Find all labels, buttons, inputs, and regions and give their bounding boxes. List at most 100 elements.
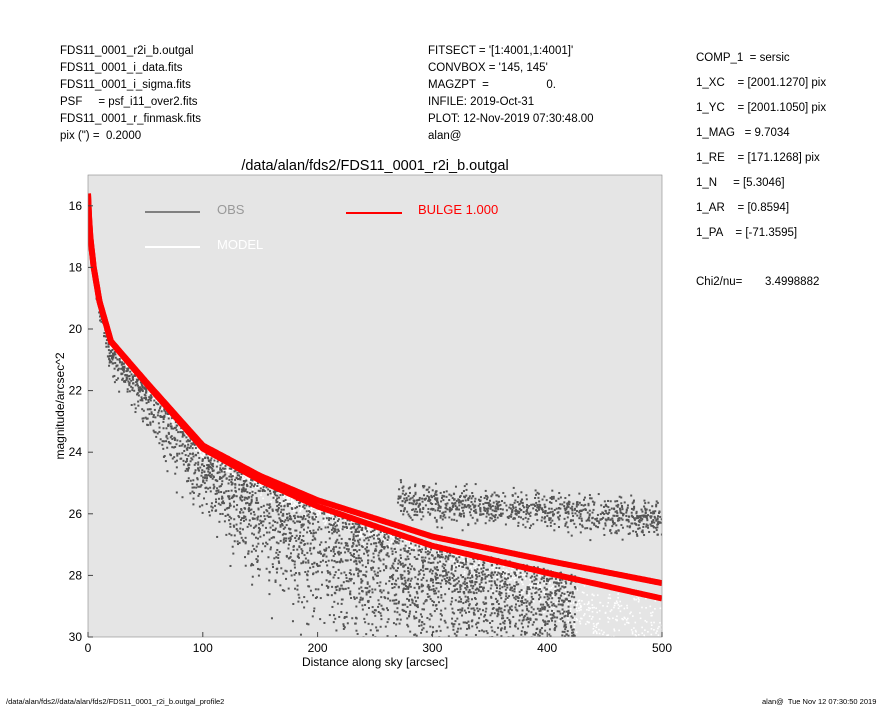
model-point — [294, 510, 297, 513]
model-point — [645, 597, 647, 600]
model-point — [315, 510, 318, 513]
obs-point — [164, 412, 167, 415]
obs-point — [480, 577, 483, 580]
model-point — [278, 493, 281, 495]
obs-point — [244, 496, 247, 499]
obs-point — [244, 480, 247, 483]
model-point — [500, 582, 503, 584]
model-point — [440, 559, 442, 561]
obs-point — [278, 517, 281, 520]
obs-point — [287, 519, 290, 522]
obs-point — [258, 490, 261, 493]
model-point — [225, 469, 228, 472]
obs-point — [407, 549, 410, 552]
obs-point — [328, 537, 331, 540]
obs-point — [552, 495, 555, 498]
obs-point — [439, 516, 442, 519]
obs-point — [541, 608, 544, 611]
obs-point — [526, 638, 528, 640]
obs-point — [118, 390, 121, 393]
model-point — [651, 677, 653, 679]
obs-point — [470, 584, 473, 587]
header-line: FDS11_0001_i_sigma.fits — [60, 79, 191, 91]
model-point — [654, 659, 656, 661]
obs-point — [366, 641, 368, 643]
obs-point — [115, 378, 118, 381]
obs-point — [335, 629, 338, 632]
obs-point — [526, 520, 529, 523]
obs-point — [150, 412, 153, 415]
model-point — [510, 578, 512, 581]
obs-point — [533, 572, 536, 575]
obs-point — [427, 499, 430, 502]
obs-point — [181, 431, 184, 434]
obs-point — [411, 496, 414, 499]
obs-point — [444, 506, 447, 509]
obs-point — [105, 339, 108, 342]
obs-point — [246, 491, 249, 494]
obs-point — [310, 532, 313, 535]
obs-point — [334, 528, 337, 531]
obs-point — [363, 534, 366, 537]
obs-point — [413, 633, 416, 636]
model-point — [542, 611, 545, 614]
obs-point — [108, 361, 111, 364]
model-point — [260, 491, 263, 494]
obs-point — [500, 635, 503, 637]
obs-point — [413, 568, 416, 571]
obs-point — [327, 546, 330, 549]
obs-point — [100, 320, 103, 323]
obs-point — [563, 624, 566, 627]
model-point — [616, 619, 618, 622]
model-point — [606, 634, 608, 637]
obs-point — [554, 585, 557, 588]
obs-point — [452, 555, 455, 558]
obs-point — [418, 585, 421, 588]
obs-point — [234, 469, 237, 472]
obs-point — [485, 607, 488, 610]
obs-point — [578, 501, 581, 504]
obs-point — [110, 356, 113, 359]
obs-point — [276, 548, 279, 551]
obs-point — [273, 557, 276, 560]
obs-point — [217, 497, 220, 500]
obs-point — [446, 576, 449, 579]
obs-point — [297, 520, 300, 523]
obs-point — [279, 539, 282, 542]
model-point — [324, 517, 327, 520]
obs-point — [236, 529, 239, 532]
obs-point — [128, 384, 131, 387]
model-point — [411, 545, 413, 548]
obs-point — [215, 492, 218, 495]
model-point — [627, 655, 629, 657]
obs-point — [313, 546, 316, 549]
model-point — [402, 546, 405, 549]
obs-point — [456, 630, 459, 633]
obs-point — [514, 574, 517, 577]
obs-point — [305, 504, 308, 507]
obs-point — [455, 558, 458, 561]
obs-point — [166, 412, 169, 415]
obs-point — [371, 623, 374, 626]
model-point — [388, 545, 391, 547]
obs-point — [460, 574, 463, 577]
obs-point — [422, 515, 425, 518]
obs-point — [386, 545, 389, 548]
obs-point — [367, 562, 370, 565]
obs-point — [638, 527, 641, 530]
model-point — [529, 578, 531, 581]
obs-point — [371, 591, 374, 594]
obs-point — [277, 503, 280, 506]
model-point — [549, 612, 552, 615]
obs-point — [210, 466, 213, 469]
obs-point — [482, 570, 485, 573]
obs-point — [617, 503, 620, 506]
obs-point — [483, 509, 486, 512]
obs-point — [332, 621, 335, 624]
model-point — [201, 455, 204, 458]
obs-point — [588, 516, 591, 519]
obs-point — [312, 512, 315, 515]
obs-point — [490, 626, 493, 629]
obs-point — [554, 577, 557, 580]
obs-point — [470, 501, 473, 504]
